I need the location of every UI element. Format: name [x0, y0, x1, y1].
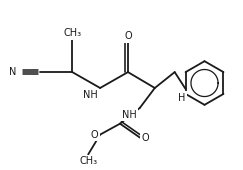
Text: CH₃: CH₃: [79, 156, 97, 166]
Text: NH: NH: [83, 90, 98, 100]
Text: H: H: [178, 93, 185, 103]
Text: NH: NH: [122, 110, 137, 120]
Text: O: O: [124, 31, 132, 41]
Text: N: N: [9, 67, 17, 77]
Text: CH₃: CH₃: [63, 28, 81, 38]
Text: O: O: [142, 133, 149, 143]
Text: O: O: [90, 130, 98, 140]
